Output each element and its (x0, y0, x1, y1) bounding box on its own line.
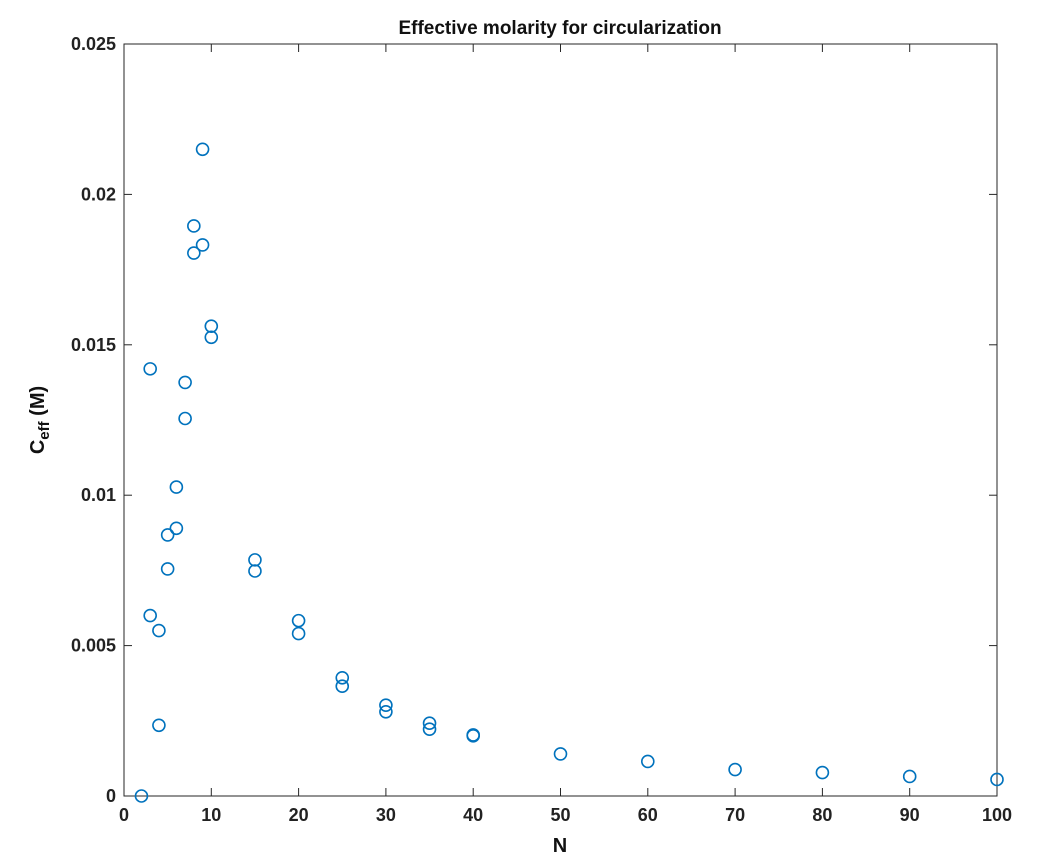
data-point (187, 219, 201, 233)
y-tick-label: 0.005 (71, 636, 116, 656)
data-point (291, 626, 306, 641)
data-point (291, 613, 306, 628)
data-point (204, 330, 219, 345)
data-point (143, 608, 157, 623)
data-point (248, 553, 262, 567)
data-point (553, 747, 568, 761)
x-tick-label: 100 (982, 805, 1012, 825)
data-point (134, 789, 149, 803)
data-point (178, 375, 192, 390)
data-point (152, 623, 166, 638)
data-point (195, 142, 210, 157)
x-tick-label: 0 (119, 805, 129, 825)
data-point (379, 704, 393, 719)
data-point (902, 769, 917, 784)
y-tick-label: 0.02 (81, 184, 116, 204)
y-axis-label-subscript: eff (36, 420, 53, 439)
data-point (248, 564, 262, 578)
axes-box (123, 43, 998, 797)
x-axis-label: N (553, 835, 567, 857)
x-tick-label: 50 (550, 805, 570, 825)
x-tick-label: 80 (812, 805, 832, 825)
data-point (169, 521, 184, 536)
data-point (990, 772, 1004, 787)
data-point (379, 698, 393, 712)
data-point (335, 679, 350, 694)
data-point (169, 480, 184, 494)
data-point (204, 319, 219, 333)
data-point (152, 718, 166, 733)
data-point (466, 729, 481, 743)
data-series (134, 142, 1004, 803)
y-axis: 0 0.005 0.01 0.015 0.02 0.025 (71, 34, 997, 806)
x-tick-label: 30 (376, 805, 396, 825)
data-point (422, 716, 437, 731)
data-point (143, 362, 157, 376)
x-tick-label: 10 (201, 805, 221, 825)
data-point (335, 670, 350, 685)
data-point (178, 411, 192, 426)
x-tick-label: 70 (725, 805, 745, 825)
y-axis-label: Ceff (M) (27, 386, 53, 454)
x-tick-label: 60 (638, 805, 658, 825)
y-axis-label-suffix: (M) (27, 386, 49, 422)
data-point (640, 754, 655, 769)
y-tick-label: 0.015 (71, 335, 116, 355)
data-point (160, 562, 175, 576)
x-tick-label: 90 (900, 805, 920, 825)
x-tick-label: 20 (289, 805, 309, 825)
y-tick-label: 0.025 (71, 34, 116, 54)
x-axis: 0 10 20 30 40 50 60 70 80 90 100 (119, 44, 1012, 825)
data-point (160, 528, 175, 542)
y-axis-label-main: C (27, 440, 49, 454)
data-point (728, 762, 742, 777)
chart-title: Effective molarity for circularization (398, 18, 721, 39)
data-point (422, 722, 437, 737)
y-tick-label: 0 (106, 786, 116, 806)
data-point (815, 765, 830, 780)
x-tick-label: 40 (463, 805, 483, 825)
data-point (187, 246, 201, 260)
y-tick-label: 0.01 (81, 485, 116, 505)
data-point (195, 238, 210, 252)
